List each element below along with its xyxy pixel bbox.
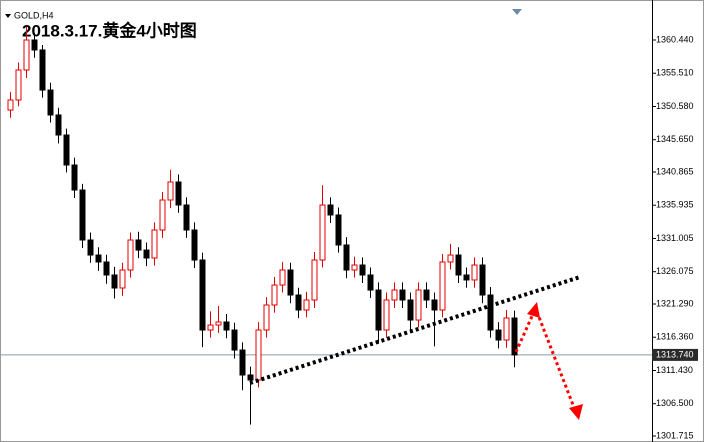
candle-body [223,321,230,331]
candle-body [39,49,46,91]
candle-body [343,244,350,271]
candle-body [375,289,382,331]
candle-body [447,254,454,263]
candle-body [487,294,494,331]
candle-body [159,199,166,231]
y-tick-label: 1355.510 [656,68,694,78]
y-tick-label: 1340.865 [656,166,694,176]
candle-body [423,289,430,301]
candle-body [119,269,126,289]
candle-body [391,289,398,301]
candle-body [31,39,38,51]
candle-body [127,239,134,271]
candle-body [471,264,478,281]
shift-marker [512,9,522,15]
y-tick-label: 1360.440 [656,34,694,44]
candle-body [111,274,118,289]
y-tick-label: 1345.650 [656,134,694,144]
candle-body [191,229,198,261]
candle-body [271,284,278,306]
candle-body [327,204,334,216]
y-tick-label: 1311.430 [656,365,693,375]
candle-body [215,321,222,326]
y-tick-label: 1306.500 [656,398,694,408]
y-tick-label: 1321.290 [656,298,694,308]
candle-body [359,264,366,276]
candle-body [183,204,190,231]
candle-body [399,289,406,301]
candle-body [71,164,78,191]
candle-body [143,249,150,259]
y-tick-label: 1350.580 [656,101,694,111]
candle-body [255,329,262,381]
candle-body [303,299,310,311]
candle-body [439,261,446,311]
candle-body [311,259,318,301]
candle-body [23,39,30,71]
candle-body [495,329,502,341]
candle-body [335,214,342,246]
candle-body [383,299,390,331]
candle-body [351,264,358,271]
candle-body [135,239,142,251]
candle-body [319,204,326,261]
candle-body [367,274,374,291]
current-price-box [652,348,698,361]
candle-body [151,229,158,259]
y-tick-label: 1326.075 [656,266,694,276]
candle-body [55,114,62,136]
candle-body [15,69,22,101]
down-arrow-head [569,404,583,420]
candle-body [95,254,102,263]
candle-body [47,89,54,116]
candle-body [511,317,518,356]
candle-body [103,261,110,276]
candle-body [407,299,414,321]
current-price-label: 1313.740 [656,349,694,359]
candle-body [63,134,70,166]
candle-body [175,181,182,206]
candle-body [207,324,214,331]
symbol-label: GOLD,H4 [14,10,54,20]
chart-title: 2018.3.17.黄金4小时图 [22,20,197,40]
y-tick-label: 1316.360 [656,332,694,342]
candle-body [431,299,438,311]
candle-body [279,269,286,286]
up-arrow-line [514,313,535,353]
candle-body [479,264,486,296]
candle-body [79,189,86,241]
candle-body [7,99,14,111]
candle-body [239,349,246,376]
candle-body [231,329,238,351]
candle-body [263,304,270,331]
annotations [249,275,583,420]
candle-body [87,239,94,256]
y-tick-label: 1301.715 [656,430,694,440]
y-tick-label: 1331.005 [656,233,694,243]
candle-body [247,374,254,381]
candle-body [463,274,470,281]
candle-body [295,294,302,311]
y-tick-label: 1335.935 [656,200,694,210]
candle-body [455,254,462,276]
candle-body [415,289,422,321]
candle-body [167,181,174,201]
candle-body [287,269,294,296]
candle-body [199,259,206,331]
candle-body [503,317,510,341]
trend-line [249,275,581,385]
symbol-menu-icon [5,14,11,18]
